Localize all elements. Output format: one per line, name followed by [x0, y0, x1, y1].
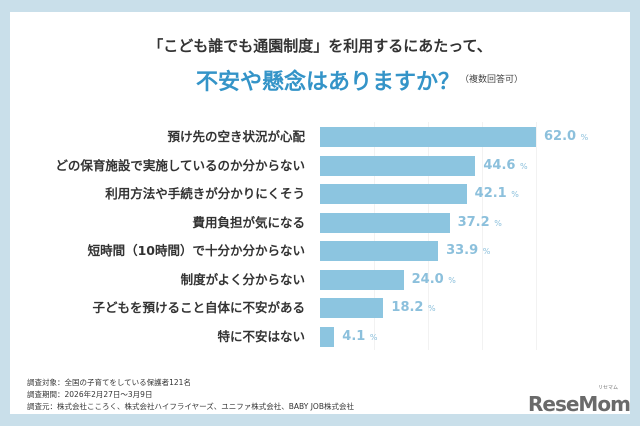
- value-label: 4.1 %: [342, 328, 378, 344]
- resemom-logo: ReseMom: [528, 392, 631, 416]
- category-label: 特に不安はない: [217, 328, 305, 344]
- value-label: 37.2 %: [457, 214, 502, 230]
- bar: [320, 184, 467, 204]
- category-label: 費用負担が気になる: [192, 214, 305, 230]
- category-label: 利用方法や手続きが分かりにくそう: [105, 186, 305, 201]
- footer-target: 調査対象：全国の子育てをしている保護者121名: [27, 378, 191, 387]
- bar: [320, 127, 536, 147]
- bar: [320, 326, 335, 347]
- category-label: どの保育施設で実施しているのか分からない: [55, 157, 305, 173]
- category-label: 預け先の空き状況が心配: [167, 129, 305, 144]
- logo-ruby: リセマム: [598, 385, 619, 391]
- value-label: 62.0 %: [544, 129, 589, 144]
- bar: [320, 298, 384, 318]
- gridline: [374, 122, 375, 350]
- gridline: [536, 122, 537, 350]
- category-label: 制度がよく分からない: [180, 271, 305, 287]
- value-label: 24.0 %: [411, 271, 456, 287]
- gridline: [482, 122, 483, 350]
- bar: [320, 212, 450, 233]
- gridline: [428, 122, 429, 350]
- bar: [320, 241, 439, 261]
- value-label: 42.1 %: [474, 186, 519, 201]
- chart-title: 「こども誰でも通園制度」を利用するにあたって、: [148, 37, 492, 55]
- value-label: 33.9 %: [446, 243, 491, 258]
- category-label: 短時間（10時間）で十分か分からない: [87, 243, 305, 258]
- chart-subtitle: 不安や懸念はありますか？: [196, 70, 461, 95]
- value-label: 18.2 %: [391, 300, 436, 315]
- bar: [320, 269, 404, 290]
- category-label: 子どもを預けること自体に不安がある: [92, 300, 305, 315]
- value-label: 44.6 %: [483, 157, 528, 173]
- bar: [320, 155, 476, 176]
- chart-note: （複数回答可）: [460, 75, 524, 85]
- footer-source: 調査元：株式会社こころく、株式会社ハイフライヤーズ、ユニファ株式会社、BABY …: [27, 402, 354, 411]
- footer-period: 調査期間：2026年2月27日～3月9日: [27, 390, 153, 399]
